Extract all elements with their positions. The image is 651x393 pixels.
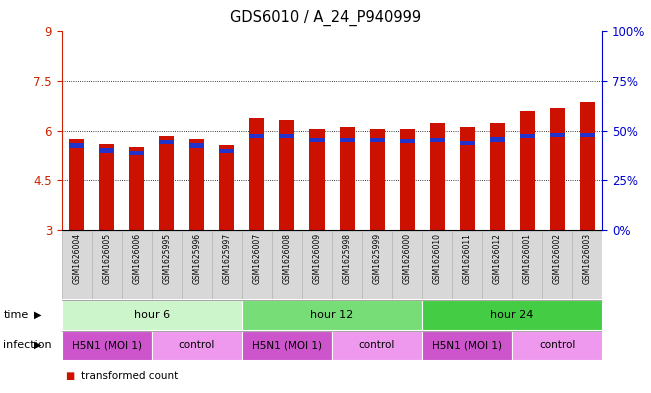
Bar <box>152 331 242 360</box>
Text: GSM1626006: GSM1626006 <box>132 233 141 284</box>
Bar <box>159 136 174 230</box>
Bar <box>189 143 204 147</box>
Bar <box>340 127 355 230</box>
Bar <box>332 331 422 360</box>
Text: hour 12: hour 12 <box>311 310 353 320</box>
Bar <box>212 231 242 299</box>
Bar <box>340 138 355 142</box>
Bar <box>219 149 234 153</box>
Bar <box>302 231 332 299</box>
Bar <box>182 231 212 299</box>
Bar <box>422 231 452 299</box>
Bar <box>512 231 542 299</box>
Text: transformed count: transformed count <box>81 371 178 381</box>
Bar <box>272 231 302 299</box>
Bar <box>490 123 505 230</box>
Text: H5N1 (MOI 1): H5N1 (MOI 1) <box>252 340 322 350</box>
Bar <box>92 231 122 299</box>
Text: GSM1626011: GSM1626011 <box>463 233 471 284</box>
Text: infection: infection <box>3 340 52 350</box>
Bar <box>70 143 85 147</box>
Text: GSM1626012: GSM1626012 <box>493 233 502 284</box>
Text: GSM1626010: GSM1626010 <box>432 233 441 284</box>
Bar <box>460 141 475 145</box>
Bar <box>62 300 242 330</box>
Bar <box>152 231 182 299</box>
Bar <box>490 137 505 141</box>
Bar <box>422 300 602 330</box>
Text: GSM1625996: GSM1625996 <box>193 233 201 284</box>
Bar <box>62 331 152 360</box>
Bar <box>519 134 534 138</box>
Bar <box>242 231 272 299</box>
Bar <box>370 129 385 230</box>
Bar <box>189 139 204 230</box>
Text: GSM1625998: GSM1625998 <box>342 233 352 284</box>
Text: time: time <box>3 310 29 320</box>
Bar <box>332 231 362 299</box>
Bar <box>392 231 422 299</box>
Text: hour 24: hour 24 <box>490 310 534 320</box>
Bar <box>482 231 512 299</box>
Text: ■: ■ <box>65 371 74 381</box>
Text: ▶: ▶ <box>34 340 42 350</box>
Text: GSM1625999: GSM1625999 <box>372 233 381 284</box>
Text: control: control <box>359 340 395 350</box>
Bar <box>100 148 115 152</box>
Text: hour 6: hour 6 <box>134 310 170 320</box>
Text: GSM1626001: GSM1626001 <box>523 233 532 284</box>
Bar <box>452 231 482 299</box>
Bar <box>279 120 294 230</box>
Bar <box>400 139 415 143</box>
Bar <box>219 145 234 230</box>
Bar <box>549 133 564 137</box>
Text: control: control <box>539 340 575 350</box>
Bar <box>159 140 174 144</box>
Text: H5N1 (MOI 1): H5N1 (MOI 1) <box>432 340 502 350</box>
Text: GSM1626002: GSM1626002 <box>553 233 562 284</box>
Text: GSM1626000: GSM1626000 <box>402 233 411 284</box>
Text: GSM1626003: GSM1626003 <box>583 233 592 284</box>
Bar <box>512 331 602 360</box>
Bar <box>430 138 445 142</box>
Bar <box>519 112 534 230</box>
Text: GSM1626009: GSM1626009 <box>312 233 322 284</box>
Bar <box>572 231 602 299</box>
Bar <box>242 300 422 330</box>
Bar <box>579 101 594 230</box>
Text: GSM1625997: GSM1625997 <box>223 233 232 284</box>
Bar <box>279 134 294 138</box>
Bar <box>400 129 415 230</box>
Bar <box>579 133 594 137</box>
Bar <box>130 151 145 155</box>
Text: GSM1626005: GSM1626005 <box>102 233 111 284</box>
Bar <box>130 147 145 230</box>
Bar <box>542 231 572 299</box>
Bar <box>549 108 564 230</box>
Bar <box>430 123 445 230</box>
Text: H5N1 (MOI 1): H5N1 (MOI 1) <box>72 340 142 350</box>
Bar <box>122 231 152 299</box>
Bar <box>100 144 115 230</box>
Bar <box>62 231 92 299</box>
Bar <box>309 138 324 142</box>
Text: control: control <box>179 340 215 350</box>
Bar <box>422 331 512 360</box>
Bar <box>242 331 332 360</box>
Text: GSM1626008: GSM1626008 <box>283 233 292 284</box>
Text: GSM1626007: GSM1626007 <box>253 233 262 284</box>
Bar <box>460 127 475 230</box>
Bar <box>370 138 385 142</box>
Text: ▶: ▶ <box>34 310 42 320</box>
Bar <box>249 134 264 138</box>
Bar <box>362 231 392 299</box>
Bar <box>249 118 264 230</box>
Bar <box>70 139 85 230</box>
Text: GSM1625995: GSM1625995 <box>162 233 171 284</box>
Text: GSM1626004: GSM1626004 <box>72 233 81 284</box>
Bar <box>309 129 324 230</box>
Text: GDS6010 / A_24_P940999: GDS6010 / A_24_P940999 <box>230 10 421 26</box>
